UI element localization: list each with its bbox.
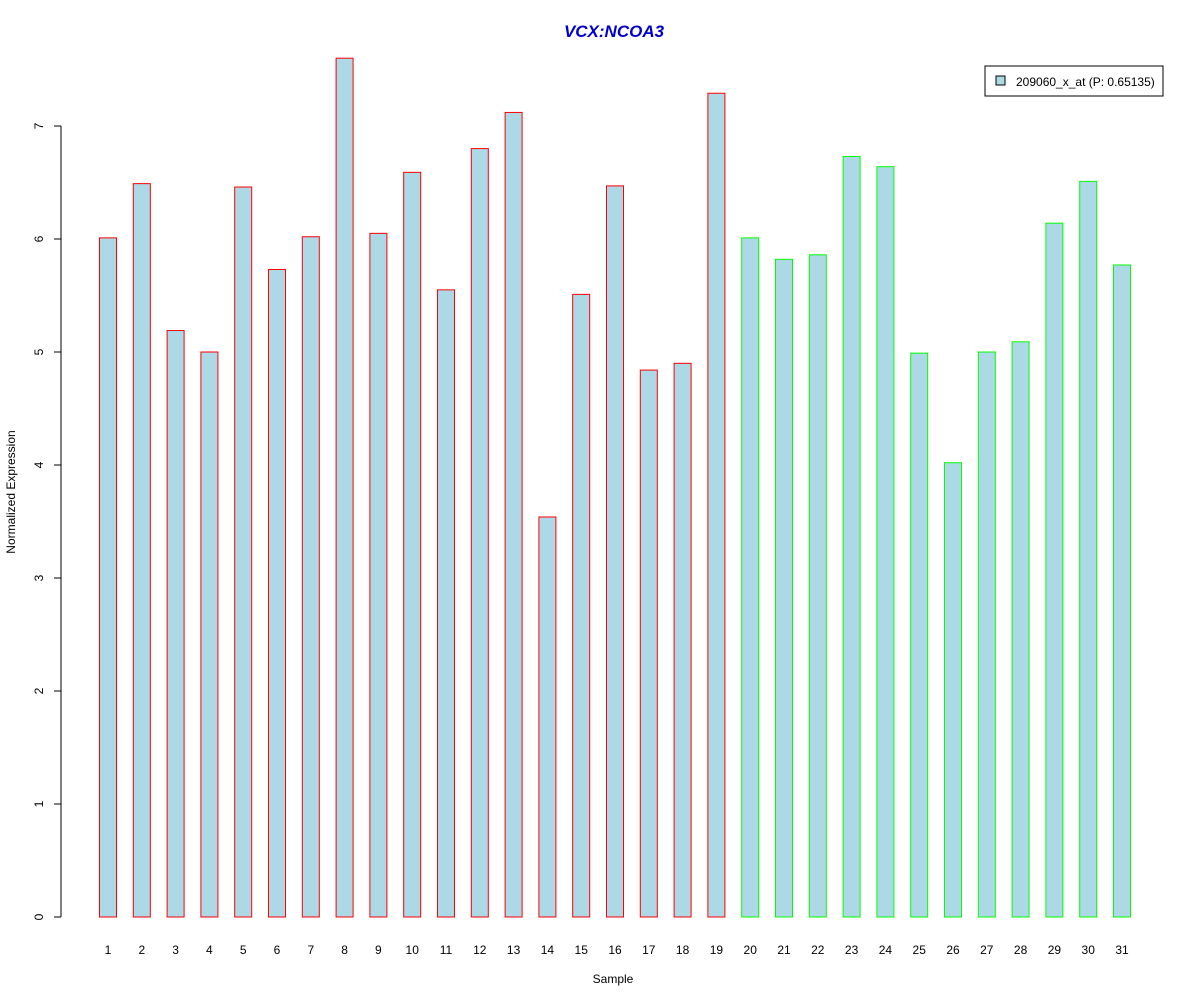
bar-sample-4 <box>200 351 219 918</box>
x-tick-label: 25 <box>913 943 927 957</box>
x-tick-label: 4 <box>206 943 213 957</box>
x-tick-label: 12 <box>473 943 487 957</box>
x-tick-label: 10 <box>406 943 420 957</box>
bar-sample-18 <box>673 362 692 918</box>
x-tick-label: 8 <box>341 943 348 957</box>
legend: 209060_x_at (P: 0.65135) <box>984 65 1164 97</box>
y-axis-label: Normalized Expression <box>4 430 18 553</box>
y-tick-label: 3 <box>32 574 46 581</box>
x-tick-label: 21 <box>777 943 791 957</box>
bar-sample-8 <box>335 57 354 918</box>
y-tick-label: 2 <box>32 687 46 694</box>
x-tick-label: 22 <box>811 943 825 957</box>
bar-sample-7 <box>301 236 320 918</box>
bar-sample-13 <box>504 111 523 918</box>
x-tick-label: 28 <box>1014 943 1028 957</box>
x-tick-label: 24 <box>879 943 893 957</box>
bar-sample-3 <box>166 330 185 918</box>
bar-sample-5 <box>234 186 253 918</box>
x-tick-labels: 1 2 3 4 5 6 7 8 9 10 11 12 13 14 15 16 17 18 19 20 21 22 23 24 2… <box>105 943 1129 957</box>
bar-sample-15 <box>572 293 591 918</box>
x-tick-label: 18 <box>676 943 690 957</box>
bar-sample-11 <box>437 289 455 918</box>
x-tick-label: 5 <box>240 943 247 957</box>
x-tick-label: 14 <box>541 943 555 957</box>
x-tick-label: 1 <box>105 943 112 957</box>
y-tick-label: 6 <box>32 235 46 242</box>
bar-sample-20 <box>741 237 760 918</box>
bar-sample-24 <box>876 166 895 918</box>
bar-sample-1 <box>99 237 117 918</box>
x-tick-label: 20 <box>744 943 758 957</box>
bar-sample-22 <box>808 254 827 918</box>
x-tick-label: 26 <box>946 943 960 957</box>
x-tick-label: 13 <box>507 943 521 957</box>
legend-label: 209060_x_at (P: 0.65135) <box>1016 75 1155 89</box>
y-axis-ticks: 0 1 2 3 4 5 6 7 <box>32 122 61 920</box>
bar-sample-27 <box>977 351 996 918</box>
x-tick-label: 7 <box>307 943 314 957</box>
x-axis-label: Sample <box>593 972 634 986</box>
bars-group <box>99 57 1131 918</box>
x-tick-label: 17 <box>642 943 656 957</box>
x-tick-label: 9 <box>375 943 382 957</box>
x-tick-label: 23 <box>845 943 859 957</box>
bar-sample-23 <box>842 156 861 918</box>
x-tick-label: 30 <box>1082 943 1096 957</box>
x-tick-label: 27 <box>980 943 994 957</box>
legend-swatch <box>995 75 1006 86</box>
bar-sample-2 <box>132 183 151 918</box>
y-tick-label: 1 <box>32 800 46 807</box>
bar-sample-9 <box>369 232 388 918</box>
bar-sample-6 <box>268 269 286 918</box>
bar-sample-12 <box>470 148 489 918</box>
bar-sample-31 <box>1113 264 1131 918</box>
bar-sample-16 <box>606 185 624 918</box>
x-tick-label: 15 <box>575 943 589 957</box>
bar-sample-29 <box>1045 222 1064 918</box>
x-tick-label: 16 <box>608 943 622 957</box>
x-tick-label: 3 <box>172 943 179 957</box>
bar-sample-25 <box>910 352 929 918</box>
x-tick-label: 29 <box>1048 943 1062 957</box>
y-tick-label: 5 <box>32 348 46 355</box>
y-tick-label: 0 <box>32 913 46 920</box>
x-tick-label: 11 <box>440 943 453 957</box>
bar-sample-28 <box>1011 341 1030 918</box>
x-tick-label: 6 <box>274 943 281 957</box>
x-tick-label: 19 <box>710 943 724 957</box>
y-tick-label: 7 <box>32 122 46 129</box>
y-tick-label: 4 <box>32 461 46 468</box>
bar-sample-26 <box>944 462 962 918</box>
bar-sample-10 <box>403 171 422 918</box>
x-tick-label: 2 <box>138 943 145 957</box>
x-tick-label: 31 <box>1115 943 1129 957</box>
bar-sample-30 <box>1079 180 1098 918</box>
chart-title: VCX:NCOA3 <box>564 22 665 41</box>
legend-box <box>984 65 1164 97</box>
bar-sample-14 <box>538 516 557 918</box>
bar-sample-17 <box>639 369 658 918</box>
bar-sample-21 <box>775 258 793 918</box>
bar-sample-19 <box>707 92 726 918</box>
